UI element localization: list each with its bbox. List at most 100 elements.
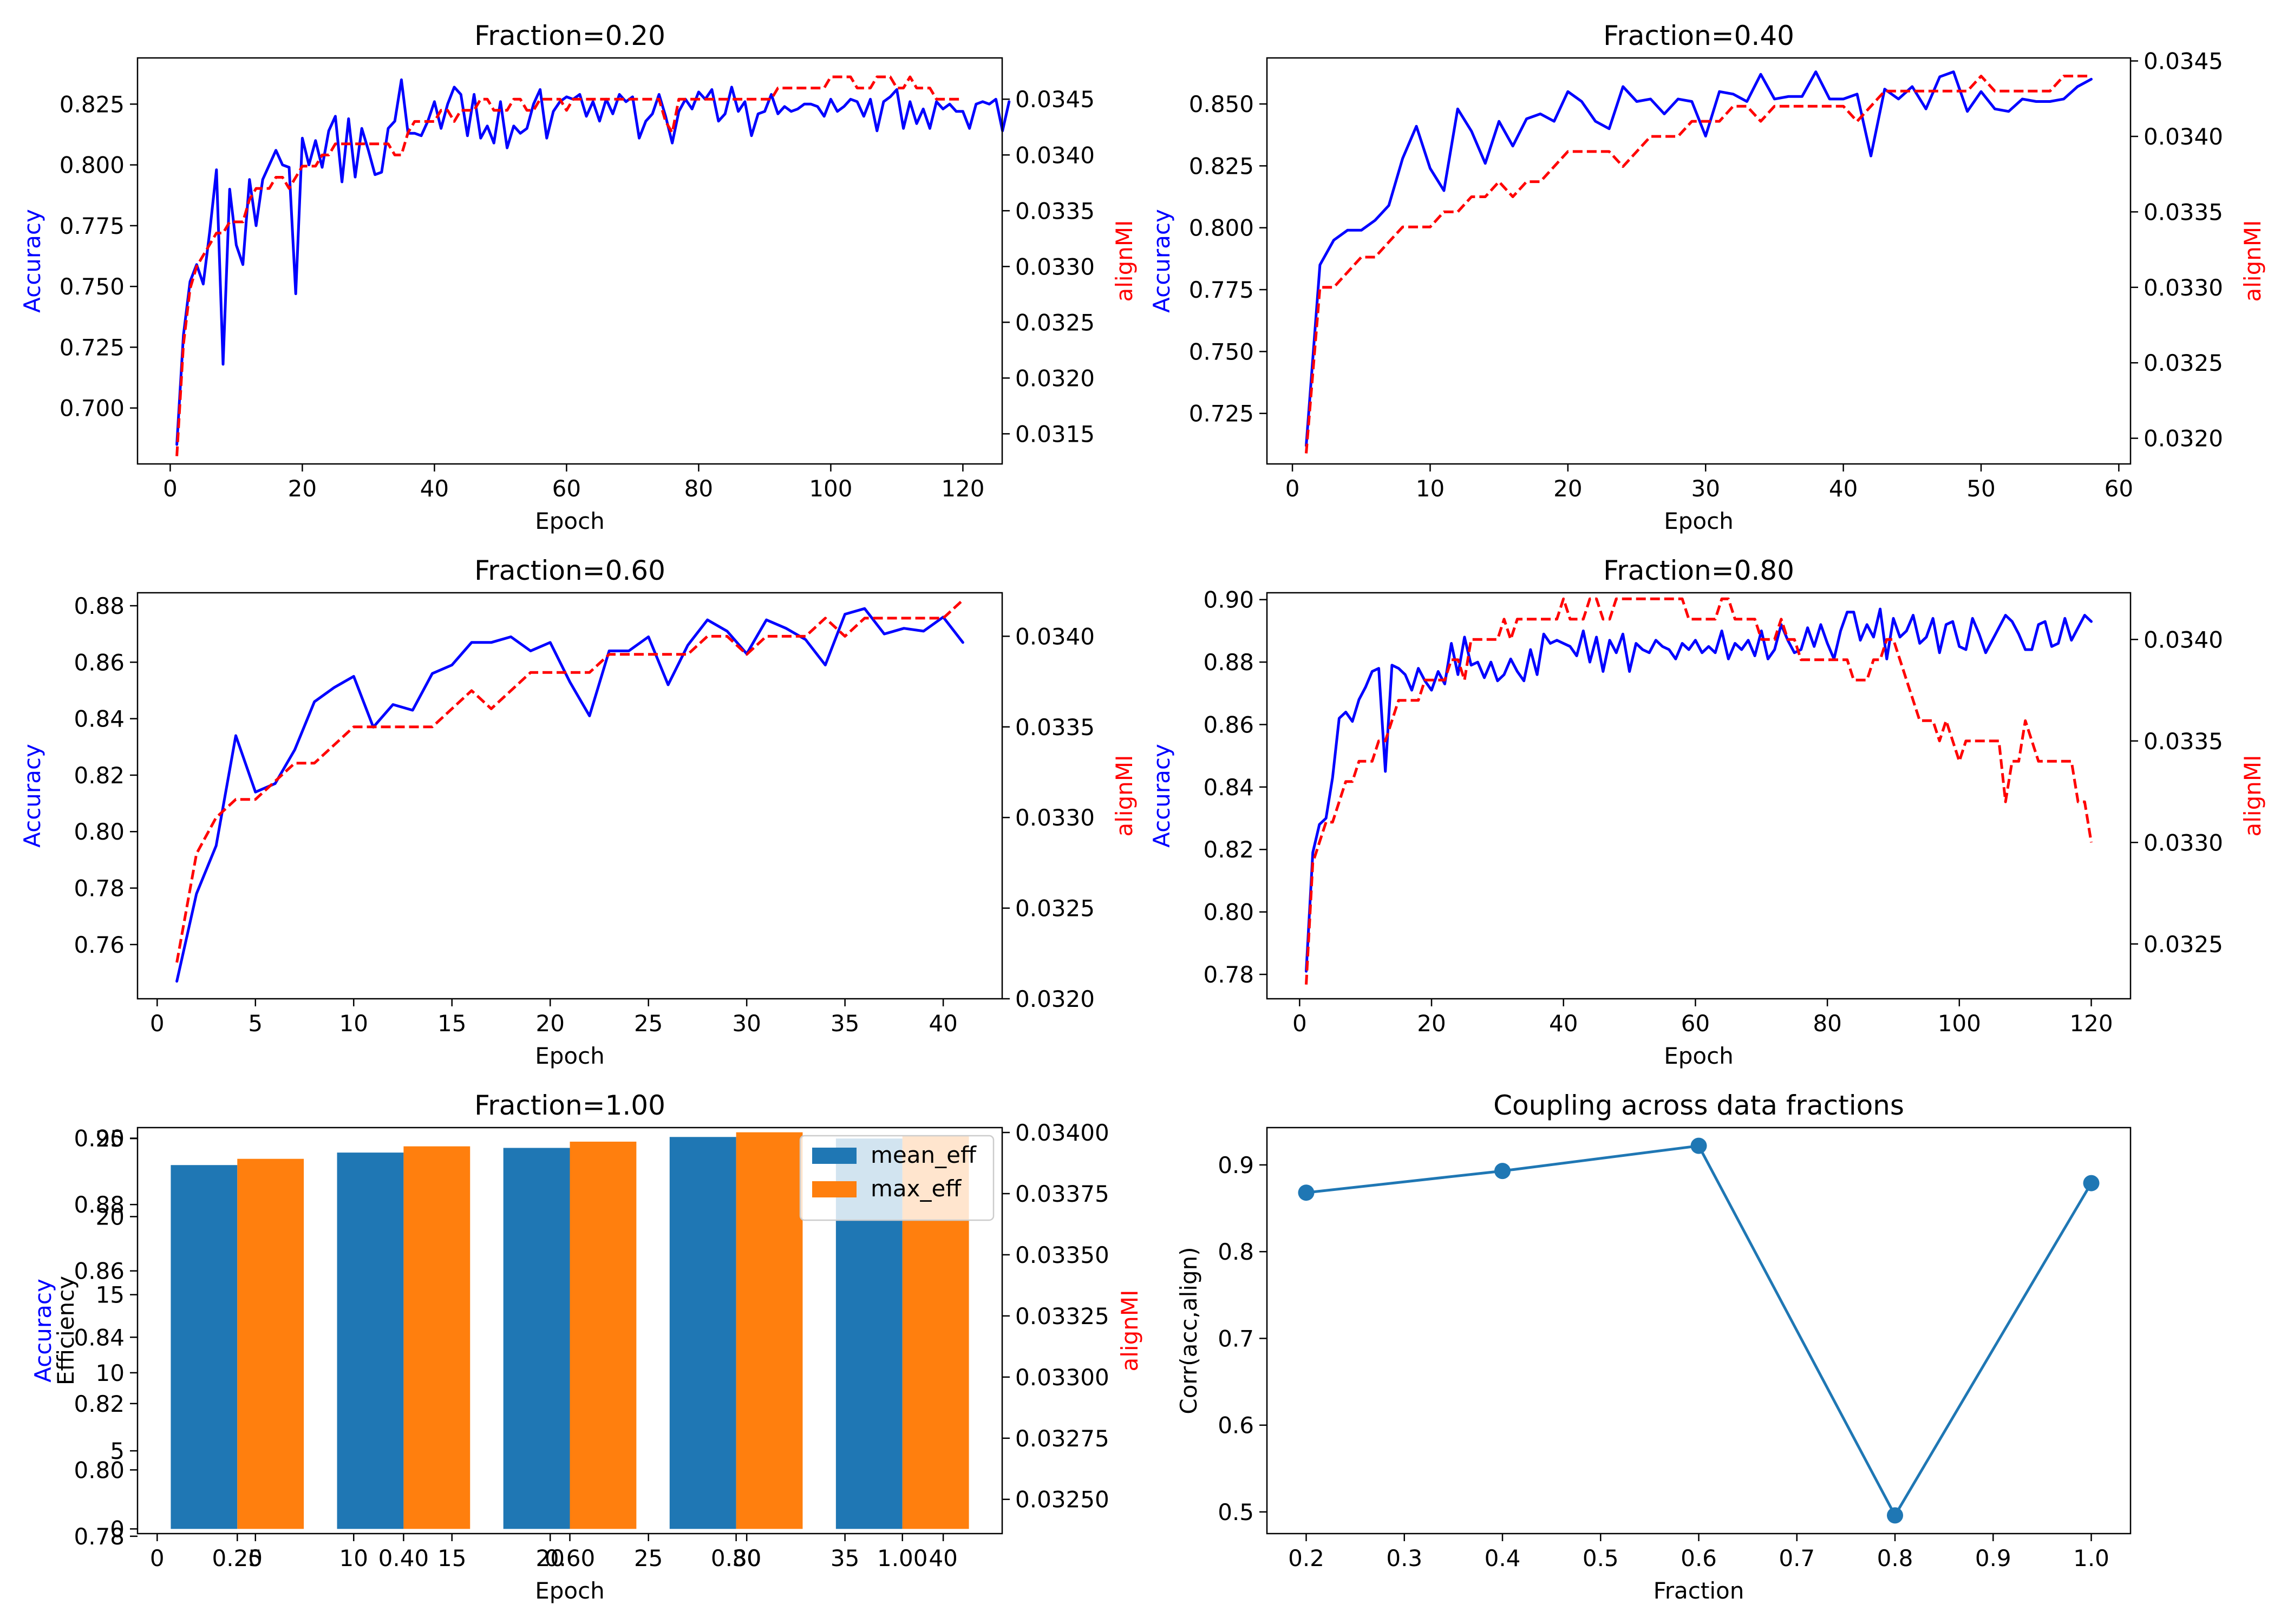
panel-5-ghost-epoch-xtick-label: 0	[150, 1545, 165, 1571]
panel-3-ylabel: Accuracy	[19, 744, 45, 848]
panel-3-title: Fraction=0.60	[474, 555, 665, 586]
panel-1-ytick-right-label: 0.0315	[1015, 421, 1095, 447]
panel-5-efficiency-ylabel: Efficiency	[53, 1276, 79, 1385]
panel-5-category-label: 1.00	[877, 1545, 928, 1571]
panel-3-xtick-label: 10	[339, 1010, 368, 1037]
panel-1-title: Fraction=0.20	[474, 20, 665, 51]
panel-5-ghost-alignmi-ytick-right-label: 0.03325	[1015, 1303, 1109, 1330]
max-eff-bar	[403, 1146, 471, 1529]
panel-3-ytick-label: 0.86	[74, 649, 125, 676]
panel-2-ytick-label: 0.750	[1189, 338, 1254, 365]
panel-1-xtick-label: 60	[552, 475, 581, 502]
panel-6-xtick-label: 0.7	[1779, 1545, 1815, 1571]
panel-4-ylabel-right: alignMI	[2239, 755, 2266, 837]
panel-2-xtick-label: 60	[2105, 475, 2133, 502]
panel-4-accuracy-line	[1305, 607, 2093, 973]
panel-4-title: Fraction=0.80	[1603, 555, 1794, 586]
panel-2-ytick-right-label: 0.0325	[2144, 350, 2223, 376]
panel-4-ytick-label: 0.88	[1203, 649, 1254, 676]
panel-2-ytick-right-label: 0.0340	[2144, 123, 2223, 150]
panel-1-ytick-right-label: 0.0325	[1015, 309, 1095, 336]
panel-4-ytick-right-label: 0.0330	[2144, 829, 2223, 856]
panel-1-ytick-right-label: 0.0335	[1015, 198, 1095, 224]
panel-5-efficiency-ytick-label: 20	[96, 1203, 125, 1230]
max-eff-bar	[736, 1132, 803, 1529]
panel-2-title: Fraction=0.40	[1603, 20, 1794, 51]
coupling-point	[1887, 1507, 1903, 1524]
panel-1-ylabel: Accuracy	[19, 209, 45, 313]
panel-3-ytick-right-label: 0.0325	[1015, 895, 1095, 922]
panel-1-ytick-label: 0.825	[60, 91, 125, 117]
panel-6-xtick-label: 0.6	[1681, 1545, 1717, 1571]
panel-5-category-label: 0.80	[711, 1545, 762, 1571]
panel-5-ghost-epoch-xtick-label: 15	[437, 1545, 466, 1571]
panel-1-xtick-label: 80	[684, 475, 713, 502]
panel-2-xtick-label: 20	[1553, 475, 1582, 502]
panel-4-ytick-label: 0.86	[1203, 711, 1254, 738]
panel-1-ytick-right-label: 0.0345	[1015, 86, 1095, 113]
panel-4-frame	[1266, 592, 2132, 1000]
panel-3-xtick-label: 5	[248, 1010, 263, 1037]
panel-2-alignmi-line	[1305, 75, 2092, 454]
panel-2-accuracy-line	[1305, 70, 2093, 447]
panel-2-xtick-label: 0	[1285, 475, 1300, 502]
panel-5-title: Fraction=1.00	[474, 1090, 665, 1121]
panel-3-ytick-right-label: 0.0340	[1015, 623, 1095, 650]
panel-6-xtick-label: 1.0	[2073, 1545, 2109, 1571]
panel-4-xtick-label: 120	[2069, 1010, 2113, 1037]
panel-5-ghost-epoch-xtick-label: 5	[248, 1545, 263, 1571]
panel-2-xtick-label: 40	[1829, 475, 1858, 502]
panel-6-ylabel: Corr(acc,align)	[1175, 1247, 1202, 1414]
mean-eff-bar	[337, 1152, 404, 1529]
panel-5-category-label: 0.20	[212, 1545, 263, 1571]
panel-4-ytick-right-label: 0.0340	[2144, 626, 2223, 653]
panel-5-ghost-alignmi-ytick-right-label: 0.03300	[1015, 1364, 1109, 1391]
coupling-point	[1494, 1163, 1511, 1180]
panel-3-xtick-label: 0	[150, 1010, 165, 1037]
panel-4-ylabel: Accuracy	[1148, 744, 1175, 848]
panel-6-xtick-label: 0.3	[1386, 1545, 1422, 1571]
panel-5-ghost-epoch-xtick-label: 35	[831, 1545, 859, 1571]
panel-5-ghost-epoch-xtick-label: 40	[929, 1545, 957, 1571]
panel-5-ghost-alignmi-ytick-right-label: 0.03350	[1015, 1242, 1109, 1268]
panel-3-frame	[136, 592, 1003, 1000]
panel-4-xlabel: Epoch	[1664, 1043, 1734, 1069]
panel-5-ghost-alignmi-ytick-right-label: 0.03250	[1015, 1487, 1109, 1513]
panel-2-ytick-label: 0.825	[1189, 153, 1254, 179]
panel-3-ytick-label: 0.88	[74, 593, 125, 619]
panel-2-ylabel-right: alignMI	[2239, 220, 2266, 302]
panel-3-ytick-label: 0.80	[74, 818, 125, 845]
panel-4-ytick-right-label: 0.0335	[2144, 728, 2223, 755]
panel-2-ytick-right-label: 0.0335	[2144, 199, 2223, 225]
panel-2-ytick-label: 0.850	[1189, 91, 1254, 117]
panel-3-ytick-label: 0.76	[74, 932, 125, 958]
mean-eff-bar	[503, 1148, 570, 1529]
panel-6-ytick-label: 0.5	[1218, 1499, 1254, 1525]
panel-2-ytick-right-label: 0.0345	[2144, 48, 2223, 75]
panel-3-ytick-label: 0.82	[74, 762, 125, 789]
mean-eff-bar	[669, 1137, 736, 1529]
panel-2-ytick-right-label: 0.0330	[2144, 274, 2223, 301]
panel-5-ghost-accuracy-ytick-label: 0.84	[74, 1324, 125, 1351]
coupling-point	[1298, 1184, 1315, 1201]
panel-5-efficiency-ytick-label: 0	[110, 1516, 125, 1542]
panel-5-ghost-accuracy-ytick-label: 0.88	[74, 1191, 125, 1218]
panel-6-xtick-label: 0.5	[1583, 1545, 1619, 1571]
panel-5-ghost-accuracy-ytick-label: 0.78	[74, 1523, 125, 1550]
panel-5-ghost-accuracy-ytick-label: 0.80	[74, 1457, 125, 1483]
panel-6-xtick-label: 0.2	[1288, 1545, 1324, 1571]
coupling-point	[1690, 1137, 1707, 1154]
panel-5-ylabel-right: alignMI	[1116, 1290, 1143, 1372]
panel-5-efficiency-ytick-label: 15	[96, 1282, 125, 1308]
panel-5-legend-label: max_eff	[871, 1175, 962, 1202]
panel-4-xtick-label: 0	[1292, 1010, 1307, 1037]
panel-1-xtick-label: 100	[809, 475, 852, 502]
panel-1-xtick-label: 120	[941, 475, 984, 502]
panel-4-ytick-label: 0.78	[1203, 961, 1254, 988]
panel-1-ytick-right-label: 0.0340	[1015, 142, 1095, 168]
panel-1-ytick-label: 0.725	[60, 334, 125, 361]
panel-3-xlabel: Epoch	[535, 1043, 605, 1069]
panel-5-ghost-alignmi-ytick-right-label: 0.03375	[1015, 1181, 1109, 1207]
panel-6-ytick-label: 0.9	[1218, 1152, 1254, 1178]
